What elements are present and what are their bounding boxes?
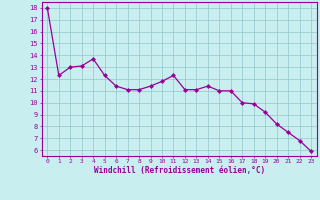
X-axis label: Windchill (Refroidissement éolien,°C): Windchill (Refroidissement éolien,°C) — [94, 166, 265, 175]
